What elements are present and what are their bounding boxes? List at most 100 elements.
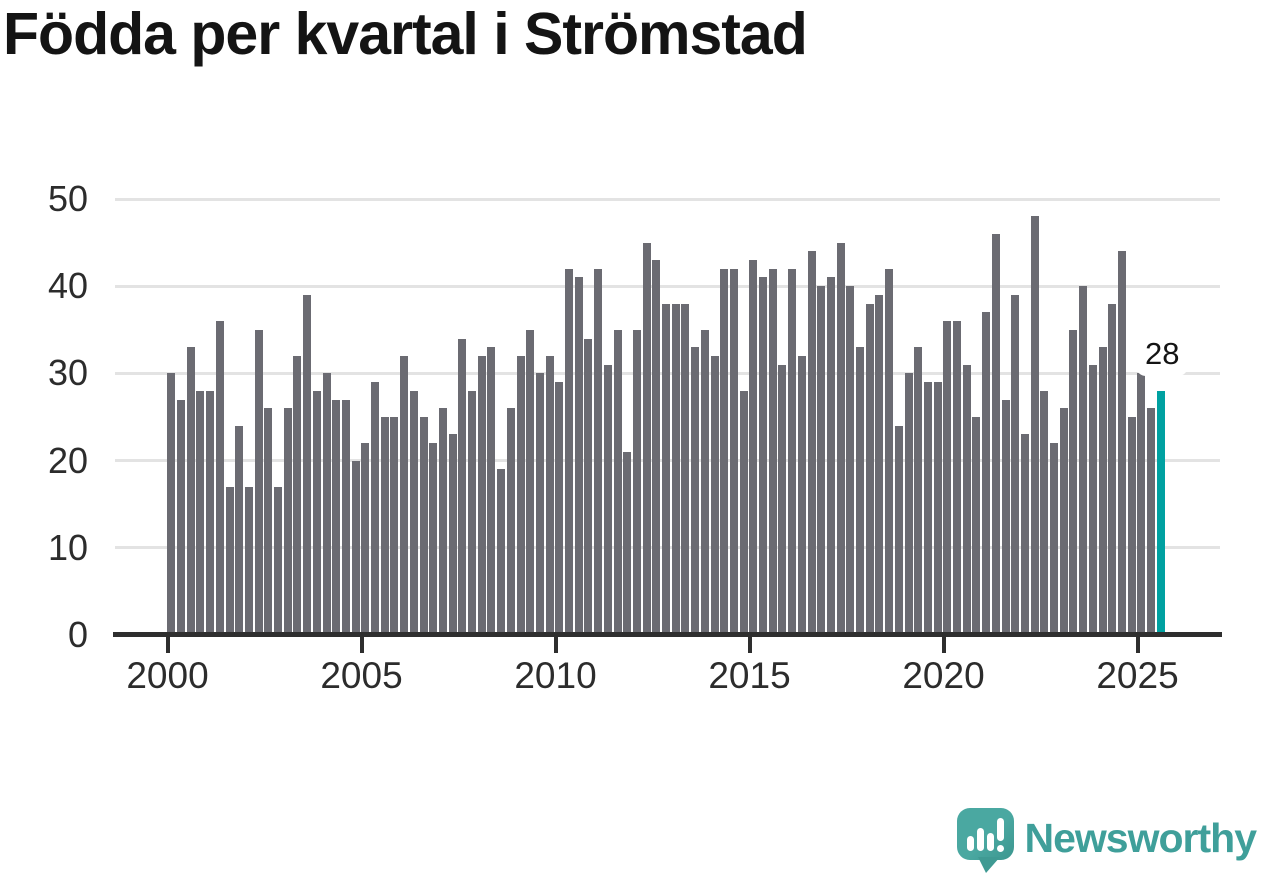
bar-2009-Q3 (535, 373, 544, 635)
y-axis-label-50: 50 (47, 178, 88, 219)
bar-2005-Q2 (371, 382, 379, 635)
bar-2002-Q1 (244, 486, 253, 635)
bar-2001-Q1 (206, 390, 215, 635)
bar-2016-Q2 (797, 355, 806, 635)
bar-2008-Q3 (497, 469, 506, 635)
last-value-annotation: 28 (1136, 336, 1189, 376)
logo-mini-bar-1 (966, 836, 974, 851)
gridline-y-40 (115, 284, 1220, 288)
chart-title: Födda per kvartal i Strömstad (3, 1, 808, 67)
bar-2003-Q2 (293, 355, 302, 635)
bar-2024-Q3 (1117, 251, 1126, 635)
x-axis-label-2005: 2005 (320, 655, 403, 696)
bar-2007-Q4 (468, 390, 476, 635)
bar-2013-Q1 (671, 303, 680, 635)
bar-2021-Q2 (991, 233, 1000, 635)
bar-2021-Q4 (1011, 294, 1020, 635)
bar-2010-Q2 (565, 268, 573, 635)
bar-2022-Q3 (1040, 390, 1049, 635)
gridline-y-50 (115, 197, 1220, 201)
bar-2017-Q2 (836, 242, 845, 635)
bar-2001-Q4 (235, 425, 244, 635)
bar-2004-Q1 (322, 373, 331, 635)
x-axis-line (113, 632, 1222, 637)
bar-2018-Q4 (894, 425, 903, 635)
x-axis-tick-2010 (553, 637, 558, 653)
bar-2024-Q4 (1127, 417, 1136, 635)
bar-2023-Q1 (1059, 408, 1068, 635)
bar-2008-Q4 (506, 408, 515, 635)
y-axis-label-20: 20 (47, 439, 88, 481)
bar-2023-Q3 (1079, 286, 1088, 635)
bar-2012-Q1 (632, 329, 641, 635)
bar-2017-Q4 (856, 347, 864, 635)
bar-2013-Q2 (681, 303, 690, 635)
bar-2011-Q3 (613, 329, 622, 635)
bar-2000-Q2 (177, 399, 185, 635)
bar-2022-Q2 (1030, 216, 1039, 635)
bar-2012-Q2 (642, 242, 651, 635)
bar-2010-Q3 (574, 277, 583, 635)
bar-2008-Q2 (487, 347, 496, 635)
bar-2015-Q4 (778, 364, 787, 635)
bar-2018-Q1 (865, 303, 874, 635)
bar-2009-Q1 (516, 355, 525, 635)
bar-2006-Q3 (419, 417, 428, 635)
bar-2011-Q1 (594, 268, 603, 635)
x-axis-label-2010: 2010 (514, 655, 597, 696)
bar-2023-Q2 (1069, 329, 1078, 635)
bar-2007-Q2 (448, 434, 457, 635)
logo-bubble-shape (956, 808, 1014, 860)
x-axis-label-2000: 2000 (126, 655, 209, 696)
bar-2004-Q4 (351, 460, 360, 635)
newsworthy-logo-text: Newsworthy (1024, 814, 1257, 861)
bar-2019-Q2 (914, 347, 923, 635)
bar-2011-Q4 (623, 451, 632, 635)
bar-2013-Q3 (691, 347, 700, 635)
bar-2002-Q2 (254, 329, 263, 635)
bar-2020-Q1 (943, 321, 952, 635)
logo-exclamation-dot (996, 845, 1004, 852)
last-value-annotation-text: 28 (1145, 336, 1180, 371)
bar-2005-Q1 (361, 443, 370, 635)
bar-2020-Q4 (972, 417, 981, 635)
bar-2001-Q3 (225, 486, 234, 635)
bar-2010-Q1 (555, 382, 564, 635)
bar-2004-Q3 (341, 399, 350, 635)
y-axis-label-0: 0 (67, 614, 88, 655)
bar-2016-Q3 (807, 251, 816, 635)
bar-2019-Q4 (933, 382, 942, 635)
bar-2005-Q3 (380, 417, 389, 635)
x-axis-tick-2005 (359, 637, 364, 653)
bar-2005-Q4 (390, 417, 399, 635)
x-axis-tick-2025 (1135, 637, 1140, 653)
bar-2000-Q1 (167, 373, 176, 635)
bar-2018-Q2 (875, 294, 884, 635)
bar-2025-Q2 (1147, 408, 1155, 635)
bar-2019-Q1 (904, 373, 913, 635)
logo-mini-bar-2 (976, 828, 984, 851)
bar-2004-Q2 (332, 399, 341, 635)
bar-2003-Q1 (283, 408, 292, 635)
bar-2015-Q3 (768, 268, 777, 635)
y-axis-label-40: 40 (47, 265, 88, 307)
bar-2002-Q3 (264, 408, 273, 635)
bar-2024-Q2 (1108, 303, 1117, 635)
bar-2014-Q2 (720, 268, 729, 635)
bar-2003-Q4 (312, 390, 321, 635)
bar-2014-Q1 (710, 355, 719, 635)
bar-2015-Q2 (759, 277, 767, 635)
bar-2002-Q4 (274, 486, 282, 635)
bar-2000-Q3 (186, 347, 195, 635)
bar-2007-Q3 (458, 338, 467, 635)
bar-2021-Q3 (1001, 399, 1010, 635)
bar-2006-Q2 (409, 390, 418, 635)
bar-2024-Q1 (1098, 347, 1107, 635)
bar-2000-Q4 (196, 390, 205, 635)
x-axis-tick-2020 (941, 637, 946, 653)
bar-2020-Q3 (962, 364, 971, 635)
x-axis-label-2025: 2025 (1096, 655, 1179, 696)
x-axis-tick-2000 (165, 637, 170, 653)
bar-2017-Q3 (846, 286, 855, 635)
